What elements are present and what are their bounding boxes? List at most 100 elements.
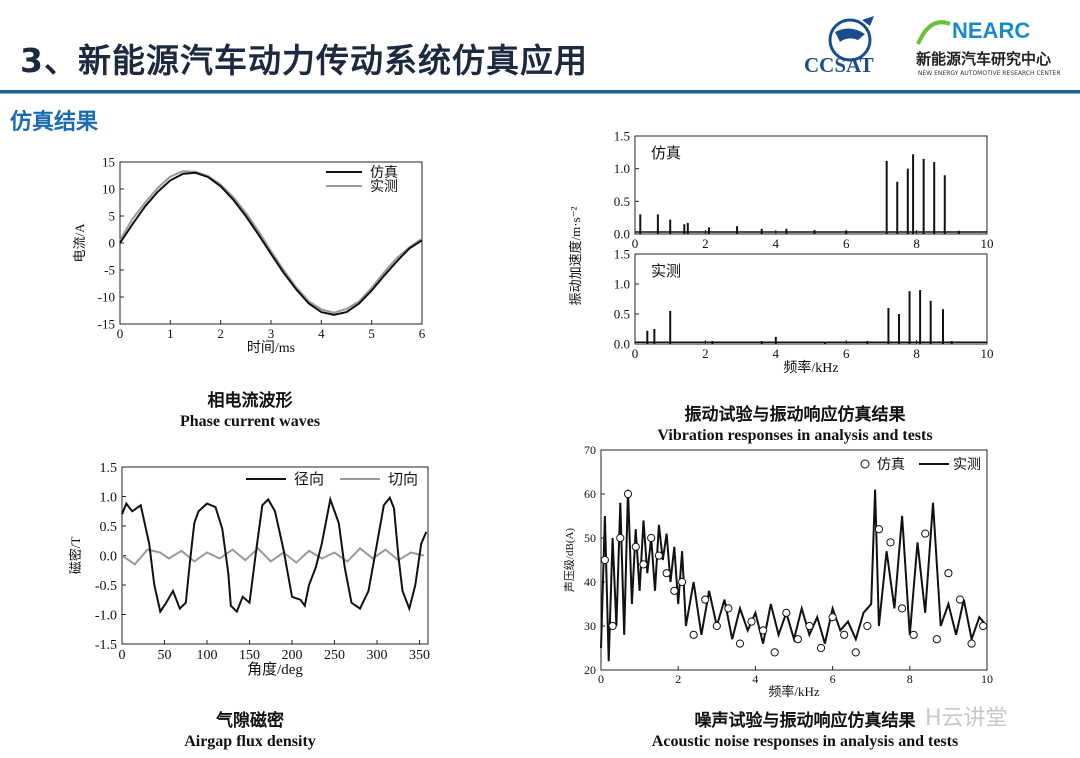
series-line-径向	[121, 495, 428, 615]
caption-noise-zh: 噪声试验与振动响应仿真结果	[694, 711, 916, 731]
x-tick-label: 10	[981, 236, 994, 251]
series-line-仿真	[119, 171, 423, 316]
caption-vib-en: Vibration responses in analysis and test…	[657, 427, 933, 444]
series-line-实测	[119, 170, 423, 314]
flux-density-chart: 0 50 100 150 200 250 300 350 -1.5 -1.0 -0.5 0.0 0.5 1…	[68, 461, 430, 678]
x-tick-label: 50	[158, 648, 172, 663]
caption-flux-en: Airgap flux density	[184, 733, 316, 750]
legend-label: 实测	[953, 457, 981, 473]
scatter-point	[677, 577, 687, 587]
ccsat-globe-icon: CCSAT	[804, 16, 874, 77]
y-tick-label: 1.5	[100, 461, 118, 476]
x-axis-label: 频率/kHz	[768, 684, 820, 699]
scatter-point	[600, 555, 609, 565]
scatter-point	[670, 586, 679, 595]
scatter-point	[623, 489, 633, 499]
scatter-point	[944, 569, 953, 578]
panel-annotation: 实测	[651, 263, 681, 280]
panel-annotation: 仿真	[651, 144, 681, 162]
scatter-point	[782, 608, 791, 617]
x-tick-label: 6	[843, 236, 850, 251]
plot-frame	[121, 466, 429, 645]
x-tick-label: 2	[702, 346, 709, 361]
scatter-point	[886, 538, 895, 547]
y-axis-label: 电流/A	[72, 223, 87, 263]
header-rule	[0, 90, 1080, 93]
y-tick-label: 70	[584, 443, 596, 457]
x-tick-label: 6	[830, 672, 836, 686]
noise-chart: 0 2 4 6 8 10 20 30 40 50 60 70 频率/kHz 声压级/dB(A) 仿真 实测	[562, 443, 993, 699]
nearc-logo: NEARC 新能源汽车研究中心 NEW ENERGY AUTOMOTIVE RE…	[912, 14, 1067, 84]
y-tick-label: 30	[584, 619, 596, 633]
y-tick-label: 0	[109, 236, 116, 251]
y-tick-label: 1.0	[614, 161, 630, 176]
x-tick-label: 4	[752, 672, 758, 686]
x-axis-label: 时间/ms	[247, 340, 295, 356]
ccsat-logo: CCSAT	[800, 10, 895, 85]
y-tick-label: 1.0	[614, 277, 630, 292]
caption-flux: 气隙磁密 Airgap flux density	[120, 706, 380, 751]
x-tick-label: 0	[119, 648, 126, 663]
x-tick-label: 0	[598, 672, 604, 686]
x-tick-label: 350	[409, 648, 430, 663]
scatter-point	[863, 621, 872, 631]
x-tick-label: 0	[632, 346, 639, 361]
scatter-point	[828, 613, 837, 622]
scatter-point	[712, 621, 721, 631]
caption-vib-zh: 振动试验与振动响应仿真结果	[684, 405, 906, 425]
scatter-point	[851, 648, 860, 657]
section-subtitle: 仿真结果	[10, 110, 99, 135]
scatter-point	[840, 630, 849, 639]
y-tick-label: 1.5	[614, 129, 630, 144]
y-tick-label: -5	[104, 263, 115, 278]
caption-noise: 噪声试验与振动响应仿真结果 Acoustic noise responses i…	[600, 706, 1010, 751]
ccsat-text: CCSAT	[804, 53, 874, 77]
x-tick-label: 6	[843, 346, 850, 361]
nearc-arc-icon	[916, 20, 951, 45]
nearc-cn-text: 新能源汽车研究中心	[916, 50, 1052, 68]
x-tick-label: 300	[367, 648, 388, 663]
caption-phase-en: Phase current waves	[179, 413, 321, 430]
y-tick-label: 20	[584, 663, 596, 677]
x-tick-label: 6	[419, 326, 426, 341]
header-rule-thin	[0, 93, 1080, 94]
scatter-point	[955, 595, 965, 604]
x-tick-label: 250	[324, 648, 345, 663]
nearc-en-text: NEW ENERGY AUTOMOTIVE RESEARCH CENTER	[918, 70, 1061, 77]
legend-label: 实测	[370, 179, 398, 195]
x-tick-label: 4	[318, 326, 325, 341]
y-tick-label: -10	[98, 290, 115, 305]
legend-label: 径向	[294, 471, 324, 488]
scatter-point	[689, 630, 698, 639]
caption-phase-zh: 相电流波形	[207, 391, 293, 411]
y-tick-label: 1.5	[614, 247, 630, 262]
y-tick-label: 40	[584, 575, 596, 589]
x-tick-label: 200	[282, 648, 303, 663]
caption-noise-en: Acoustic noise responses in analysis and…	[651, 733, 959, 750]
y-tick-label: 60	[584, 487, 596, 501]
plot-frame	[634, 253, 988, 345]
caption-vib: 振动试验与振动响应仿真结果 Vibration responses in ana…	[605, 400, 985, 445]
x-tick-label: 4	[773, 346, 780, 361]
scatter-point	[793, 635, 802, 644]
x-tick-label: 1	[167, 326, 174, 341]
scatter-point	[897, 604, 907, 613]
scatter-point	[701, 595, 710, 604]
y-tick-label: 0.0	[614, 227, 630, 242]
x-tick-label: 0	[632, 236, 639, 251]
vibration-chart: 0 2 4 6 8 10 0.0 0.5 1.0 1.5 仿真 0 2 4 6 8 10 0.0 0.5 1.0 1.5…	[568, 129, 994, 376]
scatter-point	[770, 648, 779, 657]
x-tick-label: 150	[239, 648, 260, 663]
plot-frame	[634, 135, 988, 235]
scatter-point	[921, 529, 930, 538]
scatter-point	[967, 639, 976, 648]
x-tick-label: 100	[197, 648, 218, 663]
legend-label: 仿真	[877, 457, 905, 473]
x-tick-label: 3	[268, 326, 275, 341]
scatter-point	[805, 621, 814, 631]
y-tick-label: 0.0	[614, 337, 630, 352]
caption-flux-zh: 气隙磁密	[216, 711, 284, 731]
watermark: H云讲堂	[925, 706, 1008, 731]
scatter-point	[724, 604, 733, 613]
scatter-point	[735, 639, 745, 648]
